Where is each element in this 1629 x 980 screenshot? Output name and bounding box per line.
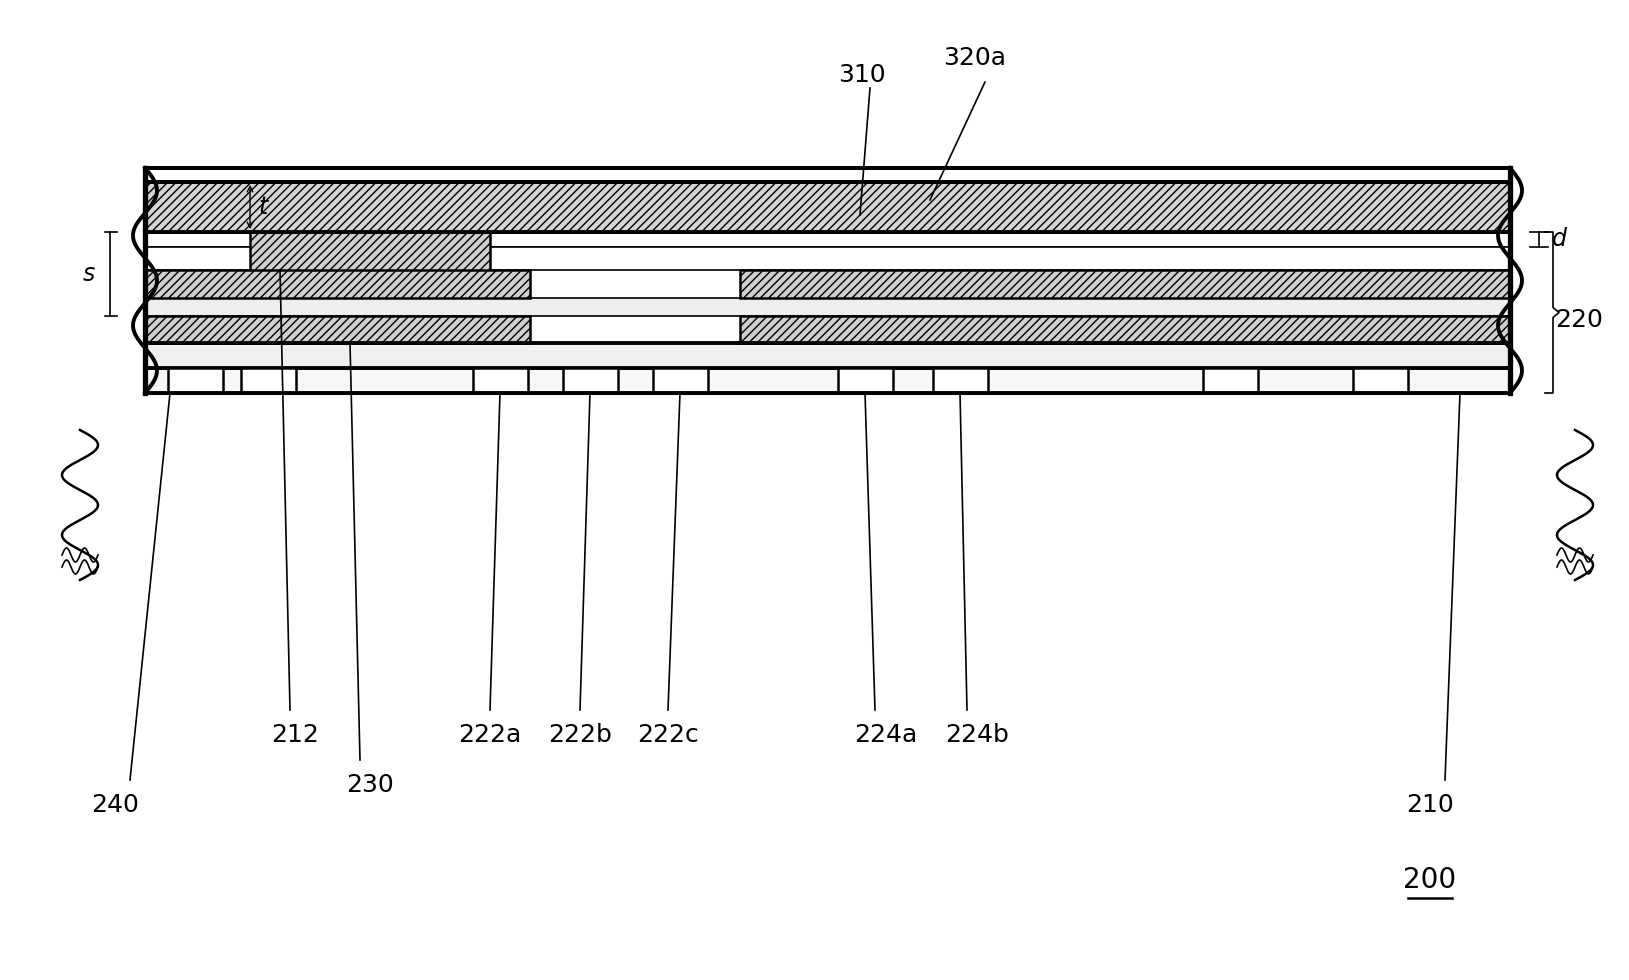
Text: s: s <box>83 262 94 286</box>
Text: 222b: 222b <box>547 723 613 747</box>
Text: d: d <box>1552 227 1567 252</box>
Bar <box>145 232 1510 247</box>
Bar <box>472 368 528 393</box>
Bar <box>145 316 529 343</box>
Bar <box>241 368 296 393</box>
Bar <box>1354 368 1407 393</box>
Bar <box>145 343 1510 368</box>
Text: 224a: 224a <box>854 723 917 747</box>
Bar <box>168 368 223 393</box>
Text: 200: 200 <box>1404 866 1456 894</box>
Text: 212: 212 <box>270 723 319 747</box>
Bar <box>145 368 1510 393</box>
Text: 310: 310 <box>839 63 886 87</box>
Bar <box>933 368 989 393</box>
Bar <box>145 298 1510 316</box>
Bar <box>837 368 893 393</box>
Text: 222a: 222a <box>458 723 521 747</box>
Text: t: t <box>257 195 267 219</box>
Text: 222c: 222c <box>637 723 699 747</box>
Bar <box>653 368 709 393</box>
Text: 230: 230 <box>345 773 394 797</box>
Bar <box>564 368 617 393</box>
Bar <box>145 270 529 298</box>
Bar <box>1202 368 1258 393</box>
Text: 220: 220 <box>1556 308 1603 332</box>
Bar <box>740 270 1510 298</box>
Text: 320a: 320a <box>943 46 1007 70</box>
Bar <box>740 316 1510 343</box>
Bar <box>249 232 490 275</box>
Text: 240: 240 <box>91 793 138 817</box>
Bar <box>145 247 1510 270</box>
Bar <box>145 168 1510 393</box>
Bar <box>145 168 1510 182</box>
Text: 210: 210 <box>1406 793 1453 817</box>
Bar <box>145 182 1510 232</box>
Text: 224b: 224b <box>945 723 1008 747</box>
